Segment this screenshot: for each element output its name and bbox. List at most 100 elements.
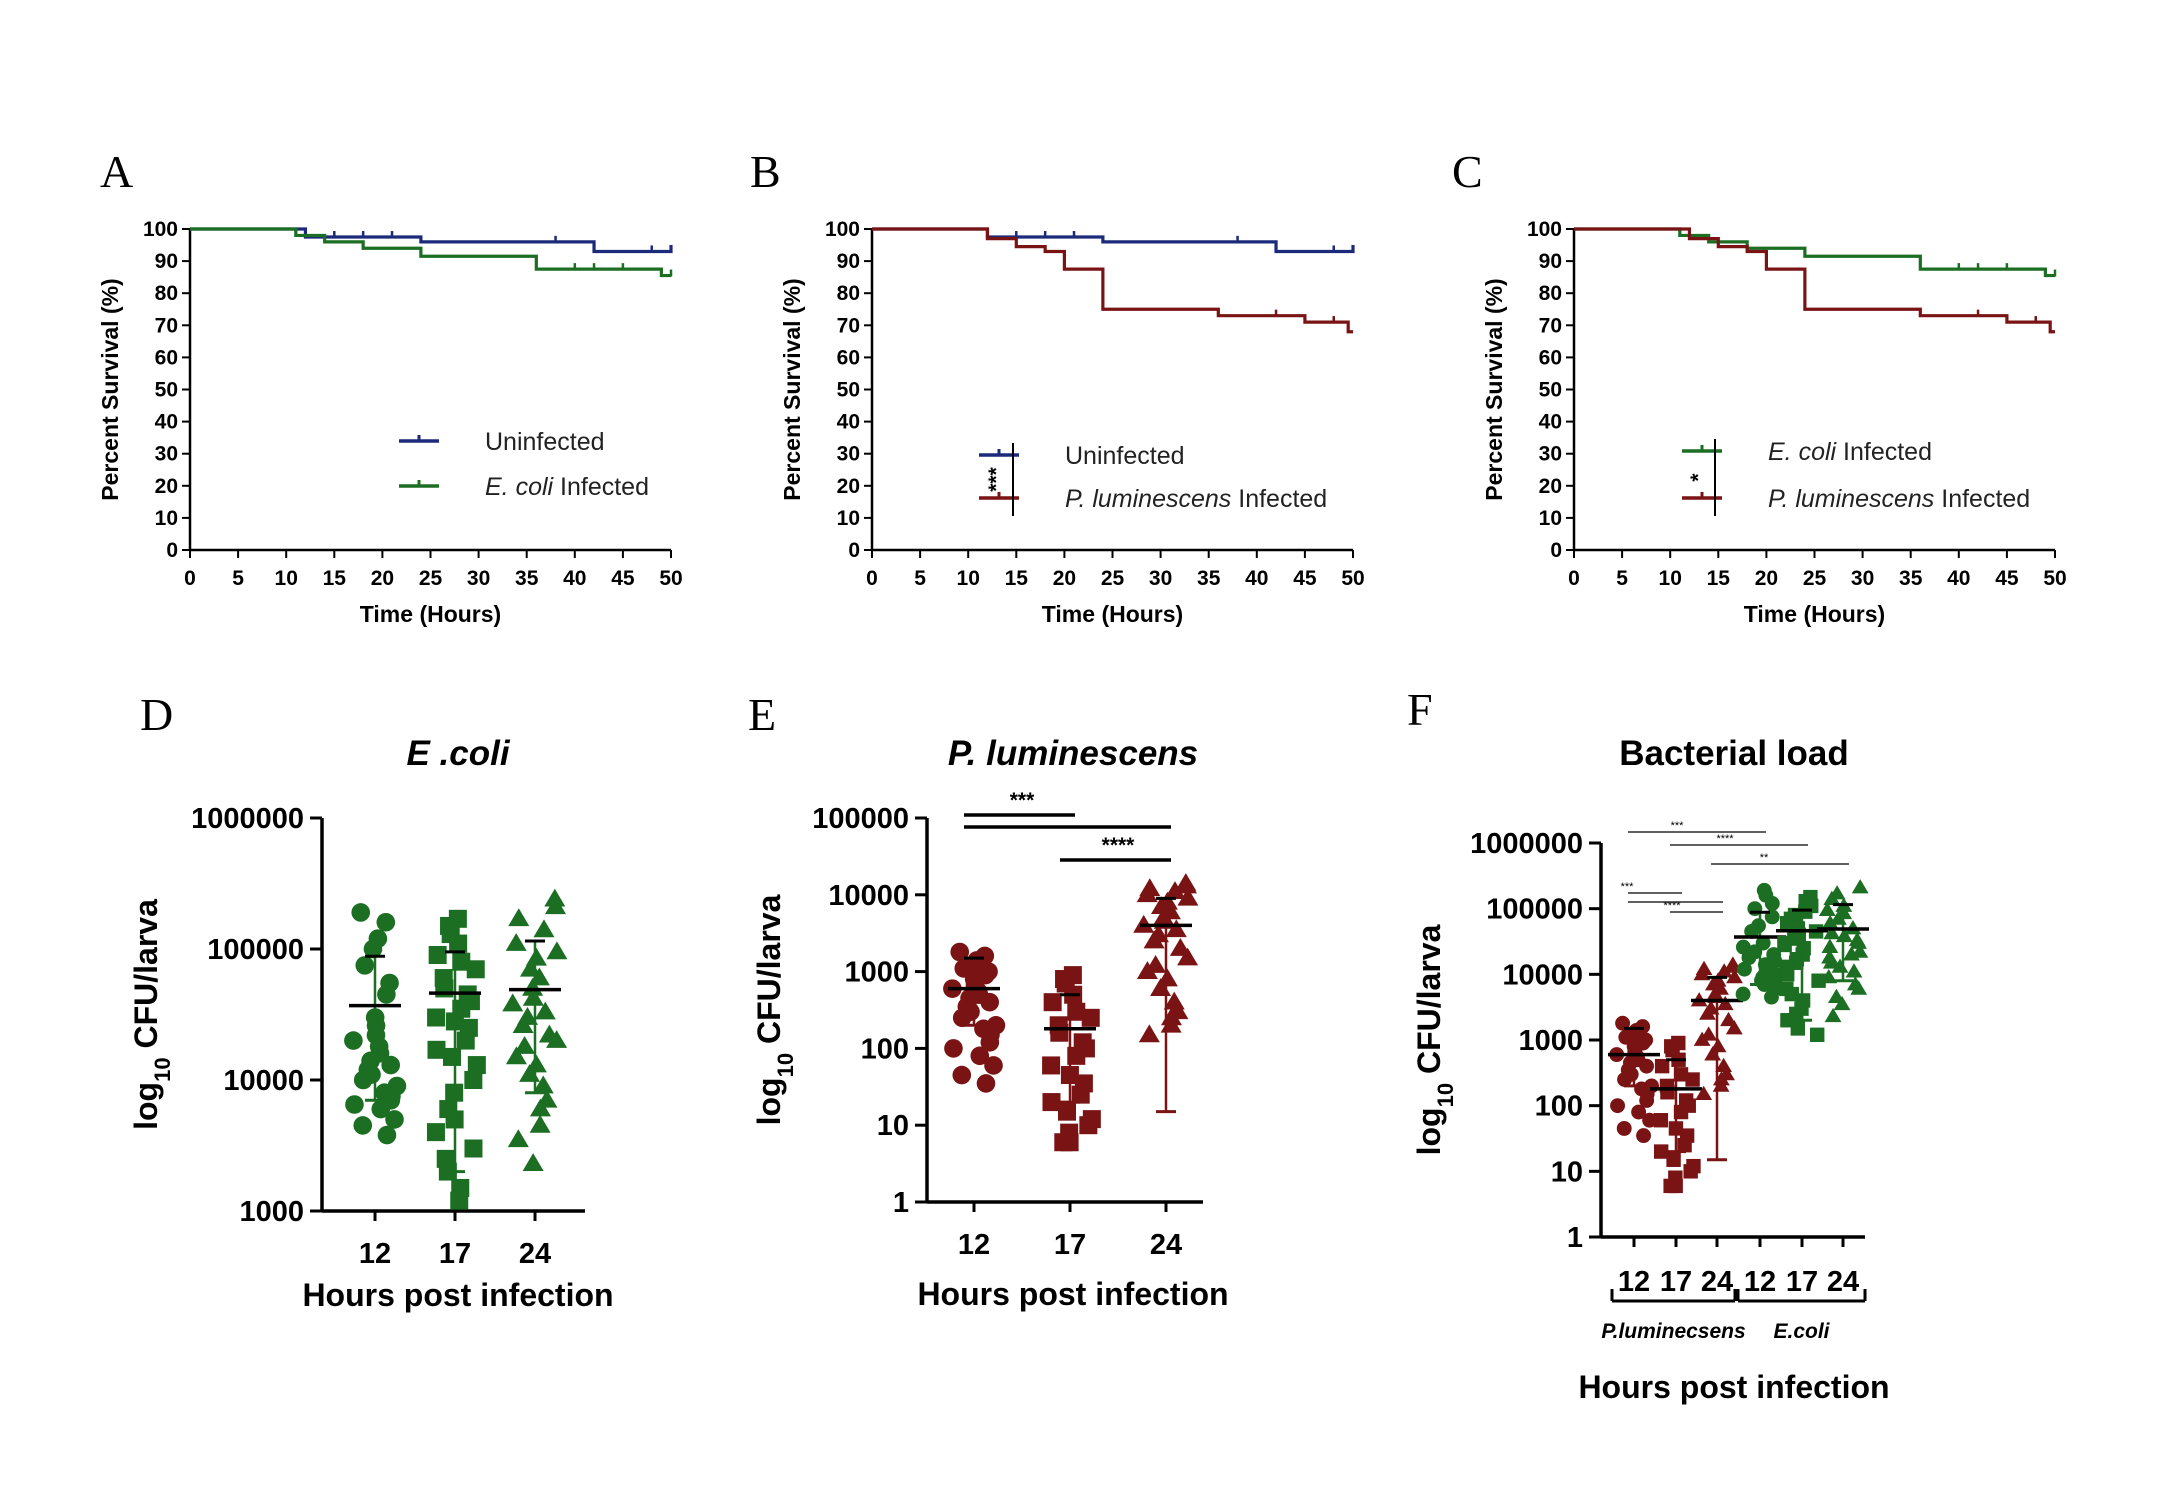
x-tick-label: 12 [1618,1266,1650,1298]
panel-letter: D [140,689,173,740]
x-tick-label: 40 [1947,567,1970,590]
x-tick-label: 25 [1803,567,1827,590]
y-tick-label: 80 [1539,282,1562,305]
panel-a: A 0 10 20 30 40 50 60 70 80 90 100 0 5 10 15 20 25 30 35 40 4… [97,146,683,627]
x-tick-label: 10 [957,567,980,590]
y-tick-label: 10000 [223,1065,304,1097]
x-tick-label: 30 [1851,567,1874,590]
data-point-circle [1744,923,1760,939]
y-tick-label: 20 [1539,475,1562,498]
data-point-square [427,1040,446,1059]
data-point-square [1653,1144,1669,1159]
data-point-circle [976,1074,996,1093]
panel-d: D E .coli 1000 10000 100000 1000000 12 17 24 log1… [128,689,614,1313]
y-axis-title: log10 CFU/larva [1411,924,1458,1155]
x-tick-label: 40 [563,567,586,590]
y-tick-label: 100000 [1486,894,1583,926]
data-point-square [1043,993,1062,1012]
y-axis-title: Percent Survival (%) [1481,278,1507,500]
data-point-square [456,1031,475,1050]
data-point-triangle [514,1036,536,1054]
data-point-triangle [522,1153,544,1171]
y-tick-label: 100 [1535,1091,1583,1123]
significance-label: *** [1671,820,1685,832]
data-point-triangle [1833,995,1851,1011]
panel-letter: B [750,146,781,197]
data-point-square [1668,1178,1683,1194]
x-tick-label: 50 [2043,567,2066,590]
legend-label-rest: Infected [553,473,649,501]
x-tick-label: 45 [1995,567,2019,590]
y-axis-title: log10 CFU/larva [128,899,175,1130]
x-tick-label: 24 [1150,1229,1182,1261]
data-point-square [1042,1093,1061,1112]
significance-label: *** [1621,881,1635,893]
y-tick-label: 80 [155,282,178,305]
y-tick-label: 40 [1539,411,1562,434]
data-point-triangle [505,1046,527,1065]
data-point-circle [351,903,371,922]
x-tick-label: 24 [1827,1266,1859,1298]
y-axis-title-subscript: 10 [1433,1083,1458,1107]
legend-label-italic: E. coli [1768,438,1838,466]
x-tick-label: 24 [519,1238,551,1270]
data-point-square [426,1123,445,1142]
data-point-circle [1616,1120,1632,1136]
data-point-triangle [1177,947,1199,966]
data-point-circle [1617,1072,1633,1087]
x-tick-label: 0 [1568,567,1580,590]
x-tick-label: 30 [1149,567,1172,590]
data-point-triangle [1822,954,1840,969]
data-point-circle [1764,896,1780,911]
data-point-triangle [1715,963,1733,978]
survival-curve [872,227,1353,334]
data-point-square [1777,937,1792,953]
x-tick-label: 35 [515,567,539,590]
data-point-circle [1639,1058,1655,1074]
x-tick-label: 25 [419,567,443,590]
data-point-triangle [533,919,555,938]
y-tick-label: 1000000 [1470,828,1583,860]
y-axis-title: log10 CFU/larva [751,894,798,1125]
legend-label-rest: Infected [1231,485,1327,513]
data-point-triangle [1695,1085,1713,1100]
y-axis-title-rest: CFU/larva [128,899,164,1057]
y-tick-label: 70 [837,314,860,337]
x-tick-label: 35 [1899,567,1923,590]
y-tick-label: 100000 [207,934,304,966]
data-point-circle [1631,1104,1647,1120]
x-axis-title: Time (Hours) [1042,601,1183,627]
significance-label: ** [1760,852,1769,864]
data-point-triangle [1720,1011,1737,1027]
x-tick-label: 35 [1197,567,1221,590]
y-tick-label: 10 [877,1110,909,1142]
data-point-circle [1610,1098,1626,1114]
x-tick-label: 24 [1701,1266,1733,1298]
chart-title: E .coli [406,734,510,773]
y-axis-title-main: log [751,1077,787,1125]
x-tick-label: 15 [1005,567,1029,590]
x-tick-label: 12 [958,1229,990,1261]
data-point-triangle [1176,875,1198,894]
data-point-circle [377,1125,397,1145]
data-point-square [1081,1008,1100,1027]
x-tick-label: 25 [1101,567,1125,590]
x-axis-title: Time (Hours) [1744,601,1885,627]
data-point-square [464,1071,483,1089]
data-point-triangle [1851,879,1869,894]
data-point-square [1050,1023,1069,1042]
y-tick-label: 40 [837,411,860,434]
data-point-square [1079,1116,1098,1135]
data-point-square [464,1139,483,1158]
data-point-triangle [546,941,568,960]
x-axis-title: Time (Hours) [360,601,501,627]
data-point-circle [1735,986,1751,1002]
y-tick-label: 100 [1527,218,1562,241]
y-tick-label: 70 [155,314,178,337]
x-tick-label: 45 [1293,567,1317,590]
data-point-triangle [1136,961,1158,979]
data-point-square [427,1008,446,1027]
data-point-circle [345,1095,364,1114]
significance-label: * [1687,473,1710,482]
